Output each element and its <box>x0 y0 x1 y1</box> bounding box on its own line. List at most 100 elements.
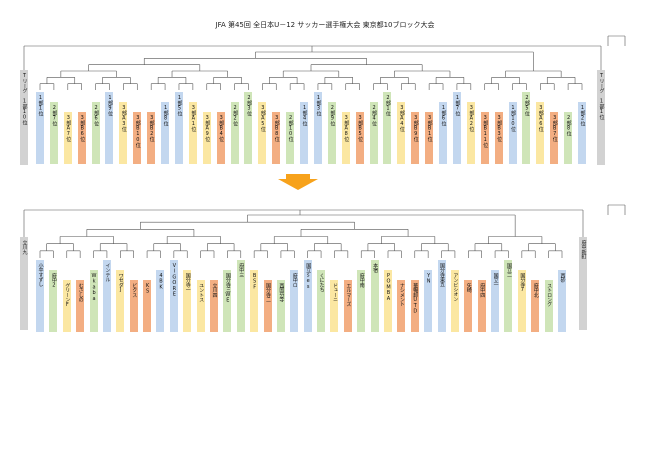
team-box: 4BK <box>156 270 165 332</box>
team-box: 1部2位 <box>578 102 586 164</box>
team-label: 1部1位 <box>37 95 44 116</box>
team-label: 国立ses <box>305 263 312 290</box>
team-label: ビクス <box>131 283 138 298</box>
team-box: 2部1位 <box>383 92 392 164</box>
team-label: 3部B6位 <box>79 115 86 142</box>
team-label: 国立一 <box>492 273 499 288</box>
bottom-left-end-team: 立川九 <box>20 237 28 330</box>
team-label: 小平すずし <box>37 263 44 287</box>
team-box: 国立二 <box>504 260 513 332</box>
team-label: 3部A7位 <box>65 115 72 142</box>
team-label: アンビシオン <box>452 273 459 302</box>
team-label: 3部B4位 <box>218 115 225 142</box>
team-label: 3部A6位 <box>537 105 544 132</box>
team-box: 2部9位 <box>327 102 336 164</box>
team-box: 国立一 <box>491 270 500 332</box>
team-label: 3部B1位 <box>426 115 433 142</box>
team-label: むさしの <box>77 283 84 302</box>
team-box: 国分寺一 <box>183 270 192 332</box>
team-label: 国分寺二 <box>265 283 272 302</box>
team-label: 2部8位 <box>565 115 572 136</box>
team-label: 府中四 <box>479 283 486 298</box>
team-box: ユントス <box>196 280 205 332</box>
team-box: 3部B11位 <box>480 112 489 164</box>
team-label: 1部5位 <box>176 95 183 116</box>
team-label: 1部8位 <box>162 105 169 126</box>
team-label: 3部B5位 <box>357 115 364 142</box>
team-label: 3部A8位 <box>343 115 350 142</box>
team-box: 3部B3位 <box>494 112 503 164</box>
team-label: 4BK <box>157 273 164 291</box>
team-label: ドューニ <box>331 283 338 302</box>
team-label: 3部B2位 <box>148 115 155 142</box>
team-box: 1部8位 <box>161 102 170 164</box>
team-box: 西国分寺 <box>276 280 285 332</box>
team-box: 3部A3位 <box>119 102 128 164</box>
team-box: エルマーズ <box>343 280 352 332</box>
team-box: BSF <box>250 270 259 332</box>
team-box: ストロング <box>544 280 553 332</box>
team-box: 3部A4位 <box>397 102 406 164</box>
team-label: 3部A2位 <box>468 105 475 132</box>
team-box: 2部3位 <box>244 92 253 164</box>
team-label: ストロング <box>546 283 553 307</box>
team-label: 1部6位 <box>440 105 447 126</box>
team-box: 1部3位 <box>313 92 322 164</box>
team-label: ユントス <box>198 283 205 302</box>
team-box: 西砂 <box>558 270 566 332</box>
team-box: 3部B4位 <box>216 112 225 164</box>
team-label: 2部6位 <box>93 105 100 126</box>
team-box: 3部B10位 <box>133 112 142 164</box>
team-box: むさしの <box>76 280 85 332</box>
team-label: 西砂 <box>559 273 566 283</box>
team-label: ワセダJ <box>117 273 124 293</box>
team-label: 3部A3位 <box>120 105 127 132</box>
team-label: ナシメント <box>398 283 405 307</box>
team-label: YN <box>425 273 432 285</box>
team-box: 府中南 <box>357 270 366 332</box>
team-label: 1部7位 <box>454 95 461 116</box>
team-label: KS <box>144 283 151 295</box>
team-box: 3部A5位 <box>258 102 267 164</box>
team-box: 1部5位 <box>174 92 183 164</box>
team-box: ドューニ <box>330 280 339 332</box>
team-label: グリーンF <box>64 283 71 308</box>
team-box: 国分寺東五 <box>437 260 446 332</box>
team-box: 華暢卸UTD <box>410 280 419 332</box>
team-box: 1部6位 <box>439 102 448 164</box>
team-label: 2部10位 <box>287 115 294 142</box>
team-box: 3部A7位 <box>63 112 72 164</box>
team-box: 国分寺三WE <box>223 270 232 332</box>
team-label: 国分寺東五 <box>439 263 446 287</box>
team-box: 3部A9位 <box>202 112 211 164</box>
team-box: POMBA <box>384 270 392 332</box>
team-label: 1部3位 <box>315 95 322 116</box>
team-label: 2部2位 <box>232 105 239 126</box>
team-box: 矢崎 <box>464 280 473 332</box>
team-label: 3部B11位 <box>482 115 489 148</box>
team-label: Wkaba <box>91 273 98 302</box>
team-label: 3部B3位 <box>496 115 503 142</box>
team-box: 3部A8位 <box>341 112 350 164</box>
team-box: 国立ses <box>303 260 312 332</box>
team-box: アンビシオン <box>450 270 459 332</box>
team-label: 矢崎 <box>465 283 472 293</box>
team-label: くにたち <box>318 273 325 292</box>
team-label: 2部1位 <box>384 95 391 116</box>
team-box: ビクス <box>129 280 138 332</box>
team-box: ナシメント <box>397 280 406 332</box>
team-box: 3部A2位 <box>466 102 475 164</box>
team-box: 府中ロ <box>290 270 299 332</box>
team-box: 3部A6位 <box>536 102 545 164</box>
team-box: 1部4位 <box>300 102 309 164</box>
team-label: 2部9位 <box>329 105 336 126</box>
team-box: 3部B6位 <box>77 112 86 164</box>
team-label: 府中ロ <box>291 273 298 288</box>
team-box: 2部8位 <box>564 112 573 164</box>
team-label: 3部B10位 <box>134 115 141 148</box>
team-label: 3部A9位 <box>204 115 211 142</box>
team-label: 国分寺7 <box>519 273 526 293</box>
team-label: 立川四 <box>211 283 218 298</box>
team-label: 3部A5位 <box>259 105 266 132</box>
